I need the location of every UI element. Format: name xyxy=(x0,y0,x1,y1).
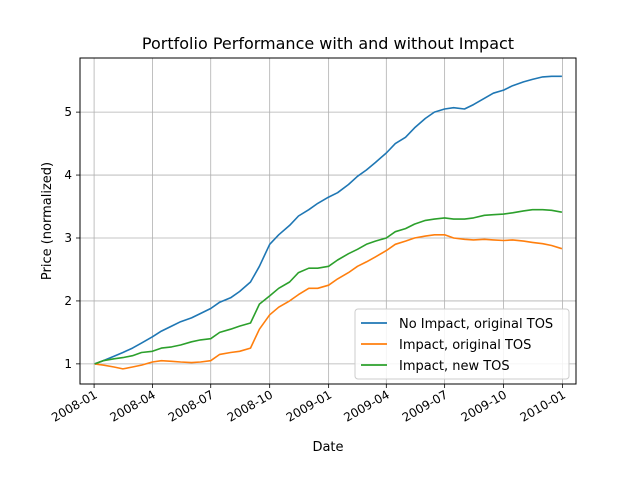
x-tick-label: 2008-01 xyxy=(49,387,99,424)
x-tick-label: 2008-10 xyxy=(225,387,275,424)
y-axis-label: Price (normalized) xyxy=(40,162,55,280)
legend-label: Impact, original TOS xyxy=(399,338,531,353)
x-tick-label: 2009-10 xyxy=(459,387,509,424)
legend-label: No Impact, original TOS xyxy=(399,317,553,332)
x-tick-label: 2009-01 xyxy=(284,387,334,424)
y-tick-label: 3 xyxy=(64,231,72,245)
legend: No Impact, original TOS Impact, original … xyxy=(354,308,570,380)
grid xyxy=(80,58,576,384)
x-axis-label: Date xyxy=(312,440,343,455)
series-lines xyxy=(94,75,563,370)
x-tick-label: 2009-04 xyxy=(341,387,391,424)
series-line-1 xyxy=(94,75,562,365)
series-line-2 xyxy=(94,234,563,370)
x-tick-label: 2010-01 xyxy=(518,387,568,424)
legend-label: Impact, new TOS xyxy=(399,359,510,374)
plot-frame xyxy=(79,57,577,385)
x-tick-label: 2008-04 xyxy=(107,387,157,424)
chart-title: Portfolio Performance with and without I… xyxy=(142,34,514,53)
x-tick-label: 2009-07 xyxy=(400,387,450,424)
y-tick-label: 5 xyxy=(64,105,72,119)
y-tick-label: 2 xyxy=(64,294,72,308)
x-tick-label: 2008-07 xyxy=(166,387,216,424)
series-line-3 xyxy=(94,208,563,365)
y-tick-label: 1 xyxy=(64,357,72,371)
y-tick-label: 4 xyxy=(64,168,72,182)
legend-box xyxy=(354,308,570,380)
